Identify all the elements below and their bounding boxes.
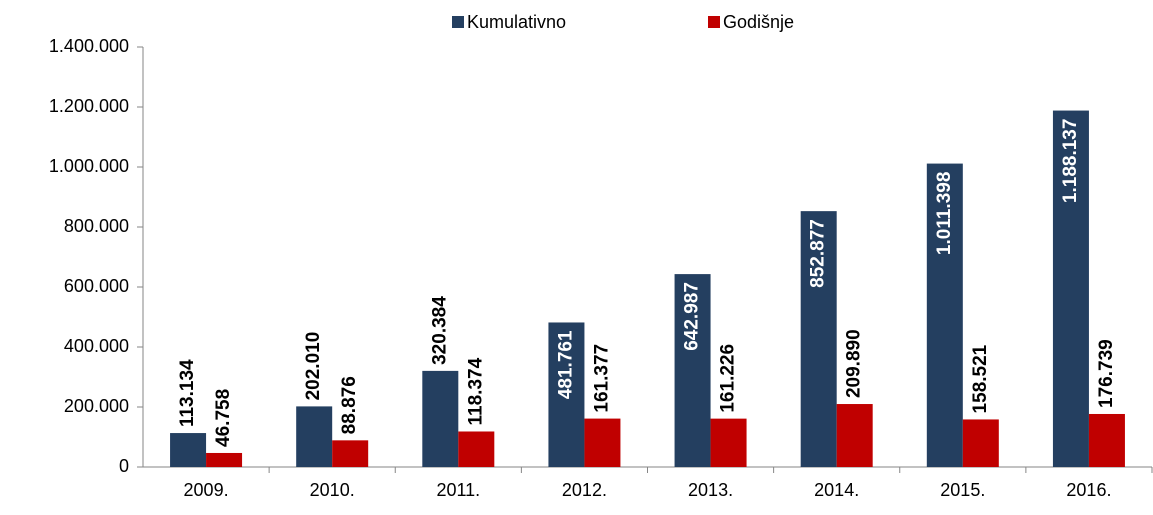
bar: [296, 406, 333, 467]
value-label: 1.188.137: [1060, 119, 1081, 204]
bar: [458, 431, 495, 467]
bar: [926, 163, 963, 467]
legend-label: Kumulativno: [467, 12, 566, 32]
y-tick-label: 600.000: [64, 276, 129, 296]
bar: [710, 418, 747, 467]
bar: [962, 419, 999, 467]
y-tick-label: 400.000: [64, 336, 129, 356]
bar: [1088, 413, 1125, 467]
x-tick-label: 2013.: [688, 480, 733, 500]
bar: [170, 433, 207, 467]
y-tick-label: 200.000: [64, 396, 129, 416]
bar: [800, 211, 837, 467]
legend-swatch: [708, 16, 720, 28]
value-label: 161.226: [718, 344, 739, 413]
value-label: 1.011.398: [934, 172, 955, 255]
value-label: 46.758: [213, 389, 234, 447]
x-tick-label: 2010.: [310, 480, 355, 500]
x-tick-label: 2014.: [814, 480, 859, 500]
value-label: 642.987: [682, 282, 703, 351]
x-tick-label: 2012.: [562, 480, 607, 500]
bar: [332, 440, 369, 467]
bar: [206, 452, 243, 467]
y-tick-label: 0: [119, 456, 129, 476]
bar: [422, 370, 459, 467]
x-tick-label: 2011.: [436, 480, 480, 500]
value-label: 161.377: [591, 344, 612, 413]
value-label: 209.890: [844, 329, 865, 398]
bar: [584, 418, 621, 467]
y-tick-label: 1.400.000: [49, 36, 129, 56]
value-label: 852.877: [808, 219, 829, 288]
legend-swatch: [452, 16, 464, 28]
value-label: 202.010: [303, 332, 324, 401]
bar: [674, 274, 711, 467]
value-label: 113.134: [177, 359, 198, 427]
x-tick-label: 2009.: [184, 480, 229, 500]
y-tick-label: 1.000.000: [49, 156, 129, 176]
x-tick-label: 2015.: [940, 480, 985, 500]
value-label: 88.876: [339, 376, 360, 434]
y-tick-label: 1.200.000: [49, 96, 129, 116]
value-label: 320.384: [429, 296, 450, 365]
value-label: 481.761: [555, 330, 576, 399]
value-label: 158.521: [970, 344, 991, 413]
y-tick-label: 800.000: [64, 216, 129, 236]
value-label: 176.739: [1096, 339, 1117, 408]
bar: [836, 404, 873, 467]
x-tick-label: 2016.: [1066, 480, 1111, 500]
legend-label: Godišnje: [723, 12, 794, 32]
bar: [548, 322, 585, 467]
value-label: 118.374: [465, 357, 486, 425]
bar: [1052, 110, 1089, 467]
